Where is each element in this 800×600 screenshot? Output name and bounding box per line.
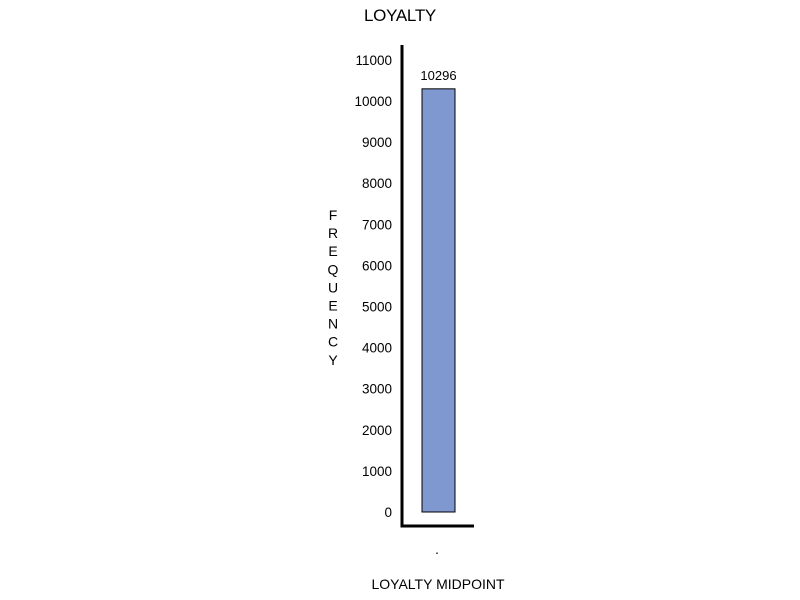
- y-axis-label-letter: Q: [328, 261, 339, 277]
- y-tick-label: 3000: [362, 382, 392, 397]
- y-tick-label: 4000: [362, 341, 392, 356]
- y-axis-label-letter: R: [328, 225, 338, 241]
- y-axis-label-letter: U: [328, 279, 338, 295]
- y-axis-ticks: 0 1000 2000 3000 4000 5000 6000 7000 8000 9000 100…: [354, 53, 392, 520]
- y-axis-label-letter: N: [328, 316, 338, 332]
- x-axis-label: LOYALTY MIDPOINT: [371, 576, 504, 592]
- y-tick-label: 10000: [354, 94, 392, 109]
- y-tick-label: 8000: [362, 176, 392, 191]
- bars: 10296: [420, 68, 457, 513]
- y-tick-label: 2000: [362, 423, 392, 438]
- bar: [421, 88, 456, 513]
- y-axis-label-letter: F: [329, 207, 338, 223]
- y-tick-label: 5000: [362, 300, 392, 315]
- y-tick-label: 6000: [362, 258, 392, 273]
- y-axis-label-letter: C: [328, 334, 338, 350]
- y-axis-label-letter: E: [328, 243, 337, 259]
- y-tick-label: 9000: [362, 135, 392, 150]
- y-tick-label: 0: [384, 505, 392, 520]
- y-tick-label: 1000: [362, 464, 392, 479]
- y-axis-label-letter: Y: [328, 352, 338, 368]
- x-axis-ticks: .: [435, 542, 439, 557]
- y-tick-label: 11000: [355, 53, 392, 68]
- y-tick-label: 7000: [362, 217, 392, 232]
- chart-title: LOYALTY: [364, 6, 436, 25]
- x-tick-label: .: [435, 542, 439, 557]
- bar-value-label: 10296: [420, 68, 456, 83]
- y-axis-label-letter: E: [328, 298, 337, 314]
